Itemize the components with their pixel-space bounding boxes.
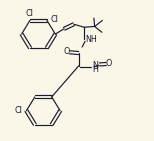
Text: H: H: [92, 65, 98, 74]
Text: NH: NH: [85, 35, 97, 44]
Text: Cl: Cl: [25, 9, 33, 17]
Text: Cl: Cl: [15, 106, 23, 115]
Text: N: N: [92, 61, 98, 70]
Text: O: O: [64, 48, 70, 57]
Text: Cl: Cl: [50, 15, 58, 24]
Text: O: O: [106, 59, 112, 68]
